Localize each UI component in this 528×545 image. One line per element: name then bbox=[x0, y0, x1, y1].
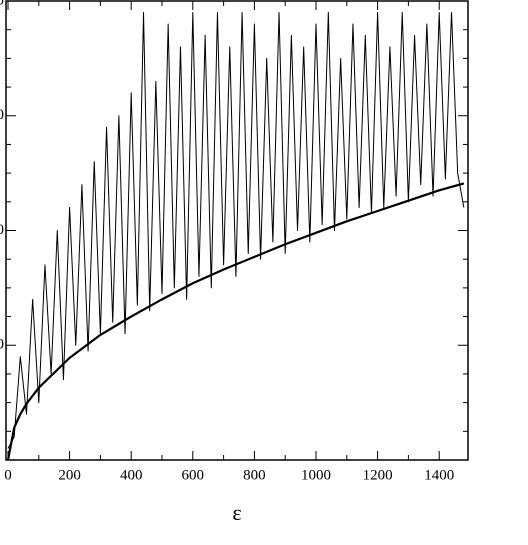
data-line bbox=[7, 11, 465, 449]
x-tick-label: 1200 bbox=[363, 467, 393, 483]
x-tick-label: 1400 bbox=[424, 467, 454, 483]
y-tick-label: 0 bbox=[0, 107, 4, 123]
y-tick-label: 0 bbox=[0, 222, 4, 238]
x-tick-label: 800 bbox=[243, 467, 266, 483]
data-line bbox=[6, 182, 465, 461]
x-tick-label: 200 bbox=[58, 467, 81, 483]
y-tick-label: 0 bbox=[0, 0, 4, 8]
x-axis-label: ε bbox=[232, 500, 241, 525]
x-tick-label: 0 bbox=[4, 467, 12, 483]
x-tick-label: 600 bbox=[182, 467, 205, 483]
x-tick-label: 1000 bbox=[301, 467, 331, 483]
y-tick-label: 0 bbox=[0, 337, 4, 353]
x-tick-label: 400 bbox=[120, 467, 143, 483]
